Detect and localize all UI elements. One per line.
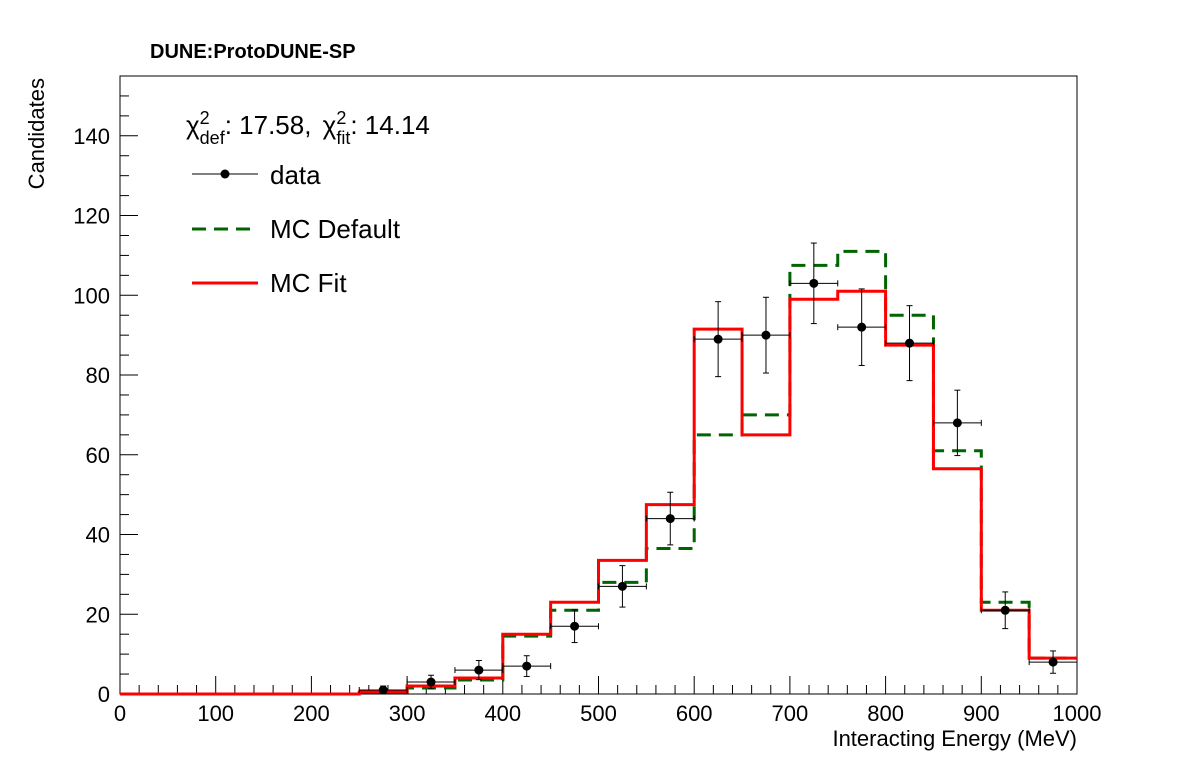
data-point (693, 301, 743, 378)
x-tick-label: 800 (867, 701, 904, 726)
chi-fit-symbol: χ (323, 110, 337, 140)
data-marker (665, 514, 675, 524)
data-marker (1000, 605, 1010, 615)
data-marker (426, 677, 436, 687)
legend-item-mc-default: MC Default (192, 214, 401, 244)
y-tick-label: 60 (86, 443, 110, 468)
x-tick-label: 500 (580, 701, 617, 726)
data-point (454, 660, 504, 681)
data-point (598, 565, 647, 608)
data-point (645, 491, 695, 546)
x-axis-ticks (119, 676, 1078, 694)
data-point (406, 674, 456, 690)
legend-label-mc-fit: MC Fit (270, 268, 347, 298)
x-tick-label: 0 (114, 701, 126, 726)
y-tick-label: 120 (73, 204, 110, 229)
data-point (932, 389, 982, 457)
series-mc-default-line (120, 249, 1077, 696)
x-tick-label: 400 (484, 701, 521, 726)
x-tick-label: 1000 (1053, 701, 1102, 726)
data-marker (1048, 657, 1058, 667)
data-point (885, 305, 934, 382)
x-axis-tick-labels: 0 100 200 300 400 500 600 700 800 900 1000 (114, 701, 1102, 726)
data-point (980, 591, 1030, 630)
experiment-label: DUNE:ProtoDUNE-SP (150, 41, 356, 63)
y-tick-label: 80 (86, 363, 110, 388)
y-tick-label: 40 (86, 523, 110, 548)
data-marker (617, 581, 627, 591)
chi-def-sup: 2 (200, 108, 210, 128)
series-mc-fit-line (120, 289, 1077, 696)
x-tick-label: 200 (293, 701, 330, 726)
chi-fit-sup: 2 (336, 108, 346, 128)
data-marker (570, 621, 580, 631)
data-marker (809, 278, 819, 288)
data-marker (952, 418, 962, 428)
y-tick-label: 20 (86, 602, 110, 627)
data-point (550, 609, 599, 644)
data-point (837, 288, 887, 366)
chi-fit-sub: fit (336, 128, 350, 148)
legend-label-mc-default: MC Default (270, 214, 401, 244)
data-point (741, 296, 791, 374)
data-marker (474, 665, 484, 675)
data-point (502, 655, 552, 677)
x-tick-label: 700 (772, 701, 809, 726)
legend-item-data: data (192, 160, 321, 190)
data-marker (857, 322, 867, 332)
data-point (358, 685, 408, 695)
y-axis-ticks (120, 95, 138, 695)
chi-def-sub: def (200, 128, 226, 148)
x-axis-title: Interacting Energy (MeV) (832, 726, 1077, 751)
data-point (789, 242, 839, 325)
y-axis-title: Candidates (24, 78, 49, 189)
x-tick-label: 300 (389, 701, 426, 726)
y-tick-label: 100 (73, 283, 110, 308)
data-marker (761, 330, 771, 340)
data-marker (378, 685, 388, 695)
chi-def-symbol: χ (186, 110, 200, 140)
x-tick-label: 100 (197, 701, 234, 726)
legend-label-data: data (270, 160, 321, 190)
data-marker (713, 334, 723, 344)
x-tick-label: 600 (676, 701, 713, 726)
data-marker (905, 338, 915, 348)
y-tick-label: 140 (73, 124, 110, 149)
x-tick-label: 900 (963, 701, 1000, 726)
chi2-annotation: χ2 def: 17.58, χ2 fit: 14.14 (186, 108, 430, 148)
legend-item-mc-fit: MC Fit (192, 268, 347, 298)
chi-fit-value: : 14.14 (350, 110, 430, 140)
y-axis-tick-labels: 0 20 40 60 80 100 120 140 (73, 124, 110, 707)
y-tick-label: 0 (98, 682, 110, 707)
data-point (1028, 650, 1078, 674)
data-marker (522, 661, 532, 671)
legend: data MC Default MC Fit (192, 160, 401, 298)
series-layer (120, 242, 1078, 696)
chi-def-value: : 17.58, (225, 110, 312, 140)
